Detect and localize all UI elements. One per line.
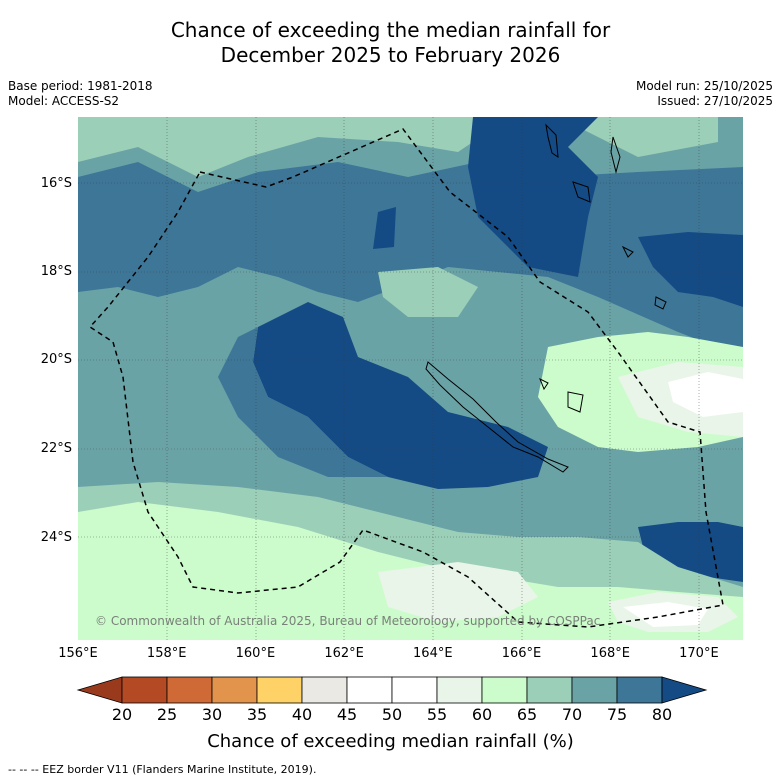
vanuatu-island-1	[545, 123, 559, 158]
region-80-northeast	[468, 117, 598, 277]
colorbar-cell	[391, 676, 438, 704]
colorbar-cell	[616, 676, 663, 704]
colorbar-tick-label: 80	[651, 705, 673, 724]
lon-label: 162°E	[324, 646, 364, 661]
meta-left: Base period: 1981-2018 Model: ACCESS-S2	[8, 79, 153, 109]
region-55-south	[378, 562, 538, 622]
colorbar-tick-label: 50	[381, 705, 403, 724]
eez-border	[88, 128, 724, 628]
colorbar-cell	[481, 676, 528, 704]
loyalty-island	[567, 391, 584, 413]
chart-title: Chance of exceeding the median rainfall …	[0, 18, 781, 68]
lon-label: 164°E	[413, 646, 453, 661]
colorbar-high-arrow	[661, 676, 708, 704]
meta-right: Model run: 25/10/2025 Issued: 27/10/2025	[636, 79, 773, 109]
colorbar-tick-label: 65	[516, 705, 538, 724]
model-run: Model run: 25/10/2025	[635, 79, 773, 93]
colorbar-tick-label: 55	[426, 705, 448, 724]
colorbar-tick-label: 40	[291, 705, 313, 724]
colorbar-cell	[346, 676, 393, 704]
colorbar-cell	[121, 676, 168, 704]
lon-label: 170°E	[679, 646, 719, 661]
vanuatu-island-3	[610, 136, 621, 174]
colorbar-tick-label: 20	[111, 705, 133, 724]
graticule	[78, 117, 743, 640]
lat-label: 24°S	[40, 530, 72, 545]
colorbar-tick-label: 25	[156, 705, 178, 724]
loyalty-island-2	[539, 377, 549, 391]
region-65-north	[78, 117, 718, 177]
region-80-east	[638, 232, 743, 307]
region-75-central	[218, 327, 388, 477]
colorbar	[76, 676, 708, 704]
lon-label: 158°E	[146, 646, 187, 661]
map-canvas	[78, 117, 743, 640]
lon-label: 168°E	[590, 646, 630, 661]
colorbar-cell	[571, 676, 618, 704]
lat-label: 22°S	[40, 441, 72, 456]
model-name: Model: ACCESS-S2	[8, 94, 120, 108]
region-50-east	[668, 372, 743, 417]
colorbar-cell	[301, 676, 348, 704]
title-line-1: Chance of exceeding the median rainfall …	[170, 18, 611, 42]
colorbar-tick-label: 60	[471, 705, 493, 724]
colorbar-tick-label: 35	[246, 705, 268, 724]
colorbar-tick-label: 30	[201, 705, 223, 724]
region-80-island	[373, 207, 396, 249]
colorbar-cell	[526, 676, 573, 704]
copyright-text: © Commonwealth of Australia 2025, Bureau…	[95, 614, 601, 628]
title-line-2: December 2025 to February 2026	[220, 43, 561, 67]
colorbar-cells	[76, 676, 708, 704]
issued-date: Issued: 27/10/2025	[657, 94, 773, 108]
region-65-central	[378, 267, 478, 317]
region-50-southeast	[623, 602, 708, 627]
colorbar-tick-label: 75	[606, 705, 628, 724]
colorbar-cell	[166, 676, 213, 704]
island-east	[654, 296, 667, 310]
vanuatu-island-4	[621, 245, 634, 258]
colorbar-tick-label: 70	[561, 705, 583, 724]
eez-legend: -- -- -- EEZ border V11 (Flanders Marine…	[8, 763, 317, 776]
lat-label: 18°S	[40, 264, 72, 279]
colorbar-cell	[256, 676, 303, 704]
lon-label: 166°E	[501, 646, 542, 661]
colorbar-title: Chance of exceeding median rainfall (%)	[207, 731, 574, 752]
rainfall-map	[78, 117, 743, 640]
colorbar-cell	[211, 676, 258, 704]
lon-label: 156°E	[58, 646, 98, 661]
vanuatu-island-2	[572, 181, 591, 203]
colorbar-tick-label: 45	[336, 705, 358, 724]
lat-label: 16°S	[40, 176, 72, 191]
base-period: Base period: 1981-2018	[8, 79, 153, 93]
colorbar-low-arrow	[76, 676, 123, 704]
lat-label: 20°S	[40, 352, 72, 367]
region-80-central	[253, 302, 548, 489]
colorbar-cell	[436, 676, 483, 704]
lon-label: 160°E	[235, 646, 276, 661]
new-caledonia-coastline	[425, 361, 569, 473]
